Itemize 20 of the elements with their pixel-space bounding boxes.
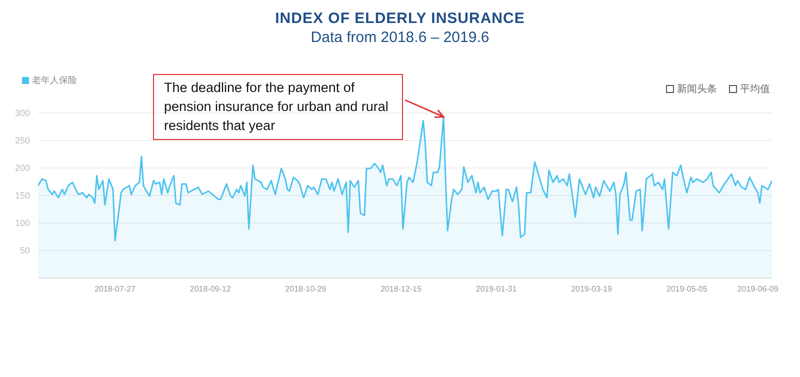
- y-tick-label: 300: [14, 108, 30, 118]
- chart-subtitle: Data from 2018.6 – 2019.6: [310, 29, 490, 46]
- x-tick-label: 2018-12-15: [380, 284, 422, 294]
- x-tick-label: 2019-01-31: [476, 284, 518, 294]
- x-tick-label: 2019-05-05: [666, 284, 708, 294]
- x-tick-label: 2019-03-19: [571, 284, 613, 294]
- legend-label: 老年人保险: [32, 74, 77, 87]
- chart-title: INDEX OF ELDERLY INSURANCE: [274, 9, 526, 27]
- text: 平均值: [740, 83, 770, 96]
- x-tick-label: 2018-07-27: [94, 284, 136, 294]
- y-tick-label: 50: [20, 246, 30, 256]
- y-tick-label: 100: [14, 218, 30, 228]
- x-tick-label: 2019-06-09: [737, 284, 779, 294]
- y-tick-label: 200: [14, 163, 30, 174]
- text: 新闻头条: [677, 82, 717, 96]
- x-tick-label: 2018-10-29: [285, 284, 327, 294]
- x-tick-label: 2018-09-12: [190, 284, 232, 294]
- y-tick-label: 250: [14, 136, 30, 146]
- y-tick-label: 150: [14, 190, 30, 201]
- annotation: The deadline for the payment of pension insurance for urban and rural residents that year: [153, 74, 403, 140]
